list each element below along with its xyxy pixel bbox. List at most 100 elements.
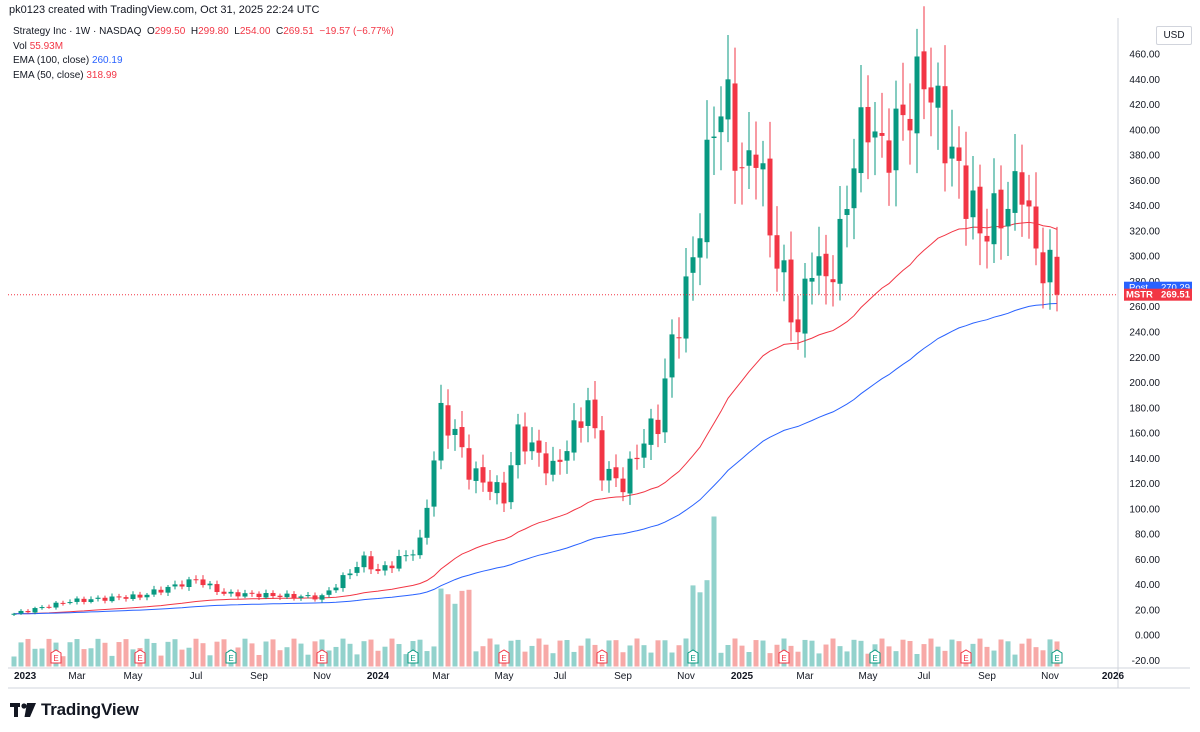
earnings-marker[interactable]: E <box>1051 649 1063 664</box>
legend-ema100-row[interactable]: EMA (100, close) 260.19 <box>13 54 394 69</box>
volume-bar <box>718 652 724 667</box>
legend-symbol[interactable]: Strategy Inc · 1W · NASDAQ <box>13 26 142 37</box>
volume-bar <box>515 639 521 667</box>
candle-body <box>263 593 269 598</box>
earnings-marker[interactable]: E <box>407 649 419 664</box>
volume-bar <box>634 638 640 667</box>
candle-body <box>501 482 507 504</box>
candle-body <box>158 589 164 593</box>
candle-body <box>60 602 66 604</box>
volume-bar <box>445 594 451 667</box>
candle-body <box>774 235 780 269</box>
candle-body <box>151 589 157 595</box>
volume-bar <box>557 640 563 667</box>
candle-body <box>543 453 549 474</box>
y-tick-label: 0.000 <box>1135 631 1160 642</box>
tradingview-logo[interactable]: TradingView <box>10 700 139 720</box>
y-tick-label: 260.00 <box>1129 302 1160 313</box>
legend-open-value: 299.50 <box>154 26 186 37</box>
candle-body <box>522 426 528 452</box>
legend-high-value: 299.80 <box>198 26 229 37</box>
svg-text:E: E <box>599 654 604 663</box>
volume-bar <box>753 640 759 667</box>
candle-body <box>438 402 444 461</box>
candle-body <box>977 186 983 234</box>
candle-body <box>655 419 661 435</box>
svg-text:E: E <box>501 654 506 663</box>
candle-body <box>809 277 815 282</box>
candle-body <box>410 554 416 556</box>
x-tick-label: Jul <box>918 671 931 682</box>
volume-bar <box>746 652 752 667</box>
legend-o-label: O <box>146 26 155 37</box>
legend-ohlc-row[interactable]: Strategy Inc · 1W · NASDAQ O299.50 H299.… <box>13 25 394 40</box>
candle-body <box>529 442 535 452</box>
earnings-marker[interactable]: E <box>960 649 972 664</box>
earnings-marker[interactable]: E <box>687 649 699 664</box>
svg-text:E: E <box>410 654 415 663</box>
candle-body <box>403 555 409 557</box>
candle-body <box>452 428 458 435</box>
legend-volume-row[interactable]: Vol 55.93M <box>13 40 394 55</box>
earnings-marker[interactable]: E <box>869 649 881 664</box>
volume-bar <box>193 638 199 667</box>
x-tick-label: Sep <box>250 671 268 682</box>
earnings-marker[interactable]: E <box>316 649 328 664</box>
volume-bar <box>676 645 682 667</box>
candle-body <box>109 596 115 602</box>
volume-bar <box>1026 638 1032 667</box>
volume-bar <box>928 638 934 667</box>
volume-bar <box>837 646 843 667</box>
y-tick-label: 340.00 <box>1129 201 1160 212</box>
ema-50-line <box>13 221 1058 615</box>
earnings-marker[interactable]: E <box>596 649 608 664</box>
candle-body <box>949 146 955 159</box>
candle-body <box>11 613 17 615</box>
legend-change-value: −19.57 (−6.77%) <box>319 26 394 37</box>
volume-bar <box>942 650 948 667</box>
symbol-label: MSTR <box>1126 290 1153 301</box>
volume-bar <box>760 640 766 667</box>
currency-selector[interactable]: USD <box>1156 26 1192 45</box>
candle-body <box>186 579 192 587</box>
earnings-marker[interactable]: E <box>134 649 146 664</box>
candle-body <box>228 591 234 594</box>
legend-close-value: 269.51 <box>283 26 314 37</box>
legend-ema50-row[interactable]: EMA (50, close) 318.99 <box>13 69 394 84</box>
volume-bar <box>186 647 192 667</box>
y-tick-label: 160.00 <box>1129 429 1160 440</box>
candle-body <box>585 400 591 426</box>
candle-body <box>242 593 248 597</box>
volume-bar <box>221 639 227 667</box>
candle-body <box>907 118 913 131</box>
candle-body <box>620 478 626 493</box>
volume-bar <box>795 651 801 667</box>
earnings-marker[interactable]: E <box>225 649 237 664</box>
volume-bar <box>627 645 633 667</box>
volume-bar <box>592 644 598 667</box>
volume-bar <box>711 516 717 667</box>
earnings-marker[interactable]: E <box>50 649 62 664</box>
volume-bar <box>900 639 906 667</box>
legend-l-label: L <box>234 26 240 37</box>
y-tick-label: 20.00 <box>1135 605 1160 616</box>
volume-bar <box>214 641 220 667</box>
volume-bar <box>165 641 171 667</box>
earnings-marker[interactable]: E <box>498 649 510 664</box>
volume-bar <box>67 642 73 667</box>
candle-body <box>725 79 731 120</box>
candle-body <box>697 238 703 258</box>
volume-bar <box>60 656 66 667</box>
post-price-label: 270.29 <box>1161 283 1190 294</box>
legend-vol-label: Vol <box>13 40 27 52</box>
volume-bar <box>179 649 185 667</box>
candle-body <box>389 565 395 569</box>
volume-bar <box>1005 641 1011 667</box>
earnings-marker[interactable]: E <box>778 649 790 664</box>
tradingview-brand-name: TradingView <box>41 700 139 719</box>
svg-text:E: E <box>690 654 695 663</box>
volume-bar <box>1012 654 1018 667</box>
candle-body <box>270 592 276 597</box>
